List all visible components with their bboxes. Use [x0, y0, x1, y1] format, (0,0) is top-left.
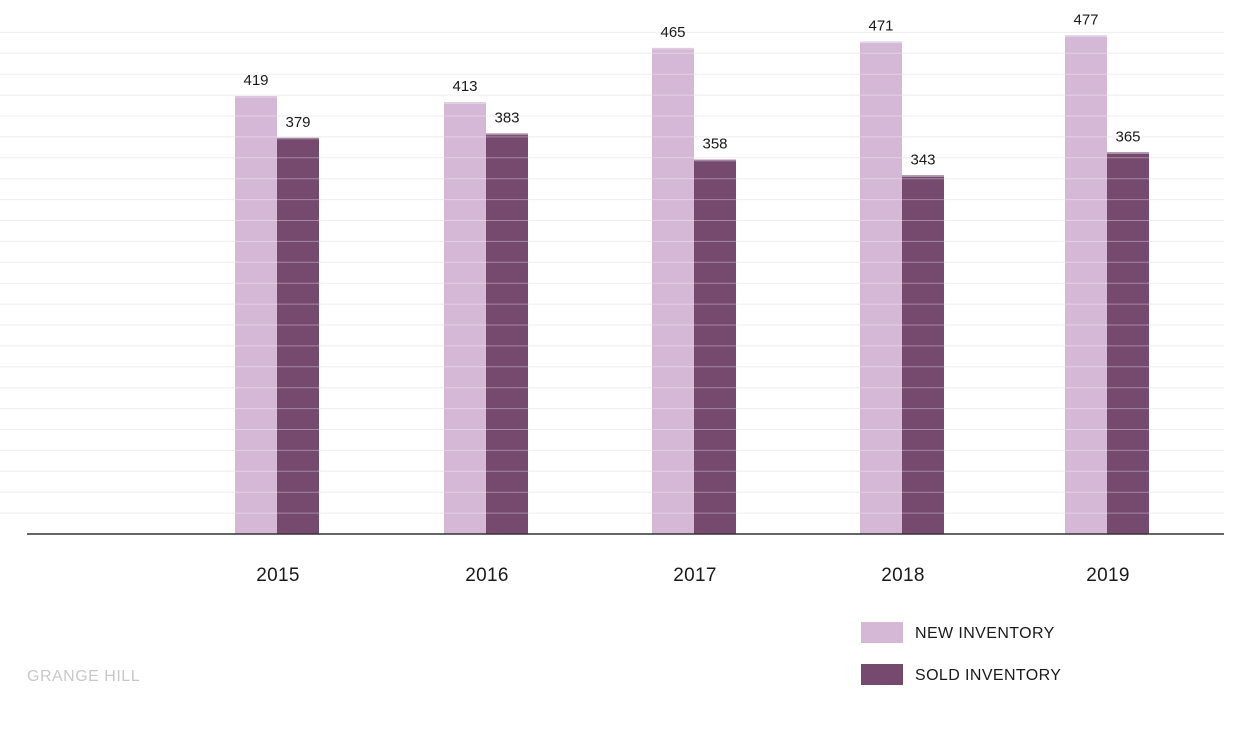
- bar-sold-2017: [694, 159, 736, 534]
- legend-swatch-new: [861, 622, 903, 643]
- x-tick-label-2017: 2017: [673, 565, 716, 586]
- bar-new-2016: [444, 102, 486, 534]
- brand-watermark: GRANGE HILL: [27, 668, 141, 685]
- value-label-new-2017: 465: [660, 24, 685, 41]
- bar-sold-2015: [277, 137, 319, 535]
- x-tick-label-2015: 2015: [256, 565, 299, 586]
- value-label-sold-2016: 383: [494, 110, 519, 127]
- legend-swatch-sold: [861, 664, 903, 685]
- bars: [235, 35, 1149, 535]
- x-tick-label-2018: 2018: [881, 565, 924, 586]
- legend: NEW INVENTORY SOLD INVENTORY: [861, 622, 1061, 685]
- x-tick-label-2016: 2016: [465, 565, 508, 586]
- legend-label-new: NEW INVENTORY: [915, 625, 1055, 642]
- bar-sold-2019: [1107, 152, 1149, 534]
- value-label-sold-2017: 358: [702, 136, 727, 153]
- bar-new-2018: [860, 41, 902, 534]
- bar-sold-2018: [902, 175, 944, 534]
- x-axis-tick-labels: 2015 2016 2017 2018 2019: [256, 565, 1129, 586]
- bar-new-2019: [1065, 35, 1107, 535]
- value-label-new-2019: 477: [1073, 11, 1098, 28]
- bar-new-2017: [652, 47, 694, 535]
- x-tick-label-2019: 2019: [1086, 565, 1129, 586]
- value-label-new-2016: 413: [452, 78, 477, 95]
- value-label-sold-2018: 343: [910, 151, 935, 168]
- value-label-sold-2015: 379: [285, 114, 310, 131]
- bar-sold-2016: [486, 133, 528, 534]
- value-label-new-2015: 419: [243, 72, 268, 89]
- bar-new-2015: [235, 96, 277, 534]
- value-label-sold-2019: 365: [1115, 128, 1140, 145]
- gridlines: [0, 31, 1224, 514]
- value-labels: 419 379 413 383 465 358 471 343 477 365: [243, 11, 1140, 168]
- legend-label-sold: SOLD INVENTORY: [915, 667, 1061, 684]
- value-label-new-2018: 471: [868, 18, 893, 35]
- bar-stripes: [235, 35, 1149, 514]
